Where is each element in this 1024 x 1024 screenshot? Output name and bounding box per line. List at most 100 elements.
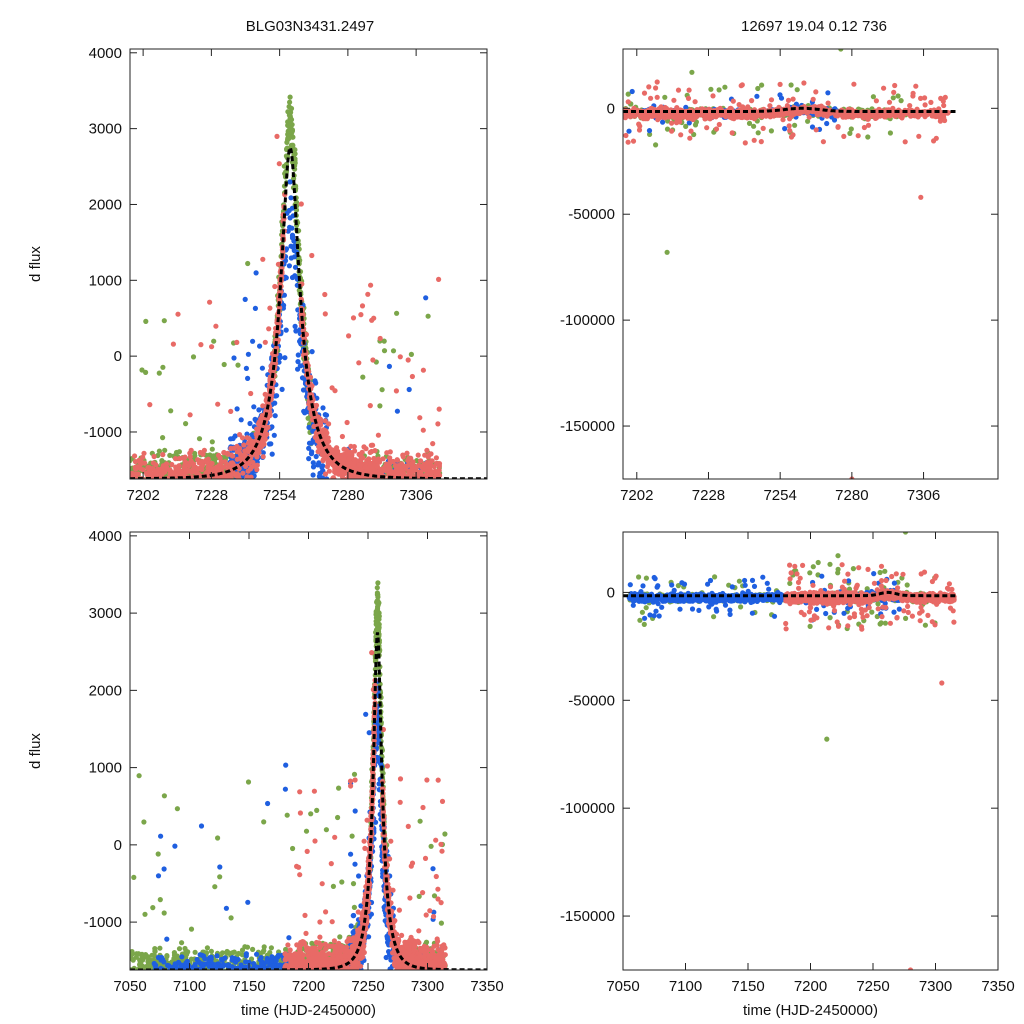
data-point-red: [370, 357, 376, 363]
data-point-red: [835, 124, 841, 130]
data-point-green: [162, 447, 168, 453]
data-point-green: [130, 466, 134, 472]
data-point-red: [241, 442, 247, 448]
data-point-green: [289, 134, 296, 140]
data-point-green: [722, 84, 728, 90]
data-point-blue: [289, 225, 295, 231]
data-point-blue: [283, 327, 289, 333]
data-point-red: [651, 112, 657, 119]
data-point-green: [708, 86, 714, 92]
data-point-green: [794, 87, 800, 93]
data-point-blue: [272, 400, 278, 406]
data-point-red: [188, 458, 194, 464]
y-tick-label: -1000: [84, 424, 122, 441]
x-tick-label: 7306: [399, 487, 432, 504]
data-point-blue: [292, 323, 298, 329]
data-point-red: [428, 470, 434, 476]
data-point-green: [192, 450, 198, 456]
panel-top-left: 7202 7228 7254 7280 7306-1000010002000300040…: [27, 45, 488, 504]
data-point-red: [177, 455, 183, 462]
data-point-red: [393, 388, 399, 394]
data-point-red: [216, 452, 222, 458]
data-point-red: [881, 85, 887, 91]
data-point-red: [641, 90, 648, 96]
data-point-red: [916, 133, 922, 139]
data-point-red: [194, 469, 200, 475]
data-point-red: [172, 456, 179, 462]
data-point-red: [267, 305, 273, 311]
data-point-blue: [290, 234, 296, 240]
data-point-red: [217, 465, 223, 472]
data-point-red: [918, 95, 924, 101]
data-point-red: [221, 464, 227, 470]
panel-bottom-left: 7050 7100 7150 7200 7250 7300 7350-10000100020…: [27, 528, 504, 1019]
data-point-red: [134, 464, 140, 470]
data-point-green: [425, 313, 431, 319]
data-point-red: [323, 438, 329, 444]
data-point-blue: [242, 296, 248, 302]
data-point-blue: [252, 305, 258, 311]
data-point-red: [326, 421, 332, 427]
data-point-green: [683, 123, 689, 129]
data-point-red: [642, 116, 649, 122]
data-point-red: [677, 119, 683, 125]
panel-top-right: 7202 7228 7254 7280 7306-150000-100000-50000…: [560, 48, 999, 504]
data-point-green: [156, 448, 162, 454]
data-point-red: [248, 474, 254, 479]
data-point-red: [378, 470, 384, 476]
data-point-red: [841, 133, 847, 139]
data-point-green: [183, 421, 189, 427]
data-point-blue: [324, 476, 330, 479]
data-point-red: [234, 456, 240, 462]
data-point-red: [331, 476, 337, 479]
data-point-blue: [777, 92, 783, 98]
data-point-red: [864, 112, 870, 118]
data-point-blue: [288, 255, 294, 261]
data-point-red: [209, 344, 215, 350]
data-point-red: [654, 94, 660, 100]
data-point-blue: [306, 440, 313, 446]
data-point-green: [143, 369, 149, 375]
data-point-red: [420, 367, 426, 373]
data-point-blue: [831, 117, 838, 123]
data-point-red: [321, 427, 327, 433]
data-point-red: [415, 452, 421, 458]
x-tick-label: 7280: [835, 487, 868, 504]
data-point-blue: [232, 433, 238, 439]
data-point-red: [806, 114, 812, 120]
data-point-red: [234, 443, 240, 449]
data-point-red: [151, 453, 157, 460]
data-point-blue: [247, 420, 253, 427]
data-point-red: [669, 128, 675, 134]
data-point-red: [678, 114, 684, 120]
data-point-red: [623, 132, 629, 139]
data-point-green: [664, 126, 671, 132]
data-point-red: [851, 81, 857, 87]
data-point-red: [436, 467, 442, 473]
data-point-red: [907, 103, 913, 109]
data-point-blue: [291, 238, 297, 244]
data-point-red: [132, 453, 138, 459]
data-point-red: [368, 282, 374, 288]
data-point-red: [345, 475, 351, 479]
data-point-blue: [272, 413, 278, 419]
y-tick-label: 4000: [89, 45, 122, 62]
data-point-blue: [238, 417, 244, 423]
data-point-red: [941, 102, 947, 109]
data-point-red: [910, 93, 916, 99]
data-point-red: [170, 341, 176, 347]
data-point-red: [413, 464, 419, 470]
data-point-red: [375, 432, 381, 438]
data-point-red: [326, 458, 332, 464]
data-point-red: [435, 421, 441, 427]
data-point-red: [742, 140, 748, 146]
data-point-green: [898, 98, 904, 104]
data-point-blue: [322, 412, 328, 418]
x-tick-label: 7202: [126, 487, 159, 504]
data-point-red: [653, 85, 659, 91]
data-point-red: [380, 456, 386, 462]
data-point-green: [142, 911, 148, 917]
data-point-blue: [287, 215, 293, 221]
data-point-red: [692, 99, 698, 105]
data-point-red: [334, 445, 340, 451]
